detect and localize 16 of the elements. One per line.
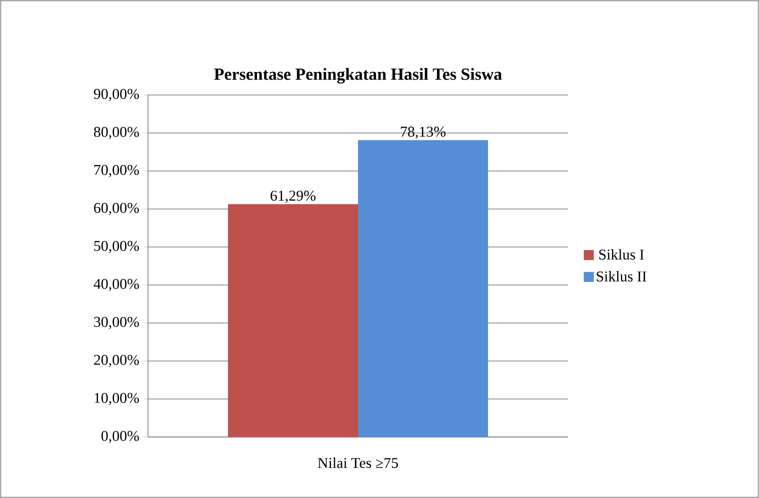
y-tick-label: 40,00% <box>94 278 139 292</box>
legend-label: Siklus II <box>596 270 646 282</box>
y-tick-label: 0,00% <box>101 430 139 444</box>
y-tick-label: 80,00% <box>94 126 139 140</box>
y-tick-label: 20,00% <box>94 354 139 368</box>
y-tick-label: 30,00% <box>94 316 139 330</box>
y-tick-label: 10,00% <box>94 392 139 406</box>
data-label: 78,13% <box>400 126 446 139</box>
y-tick-label: 60,00% <box>94 202 139 216</box>
legend-label: Siklus I <box>599 249 644 260</box>
y-tick-label: 90,00% <box>94 88 139 102</box>
chart-title: Persentase Peningkatan Hasil Tes Siswa <box>214 68 502 84</box>
x-tick-label: Nilai Tes ≥75 <box>318 458 398 468</box>
data-label: 61,29% <box>270 190 316 203</box>
y-tick-label: 70,00% <box>94 164 139 178</box>
y-tick-label: 50,00% <box>94 240 139 254</box>
